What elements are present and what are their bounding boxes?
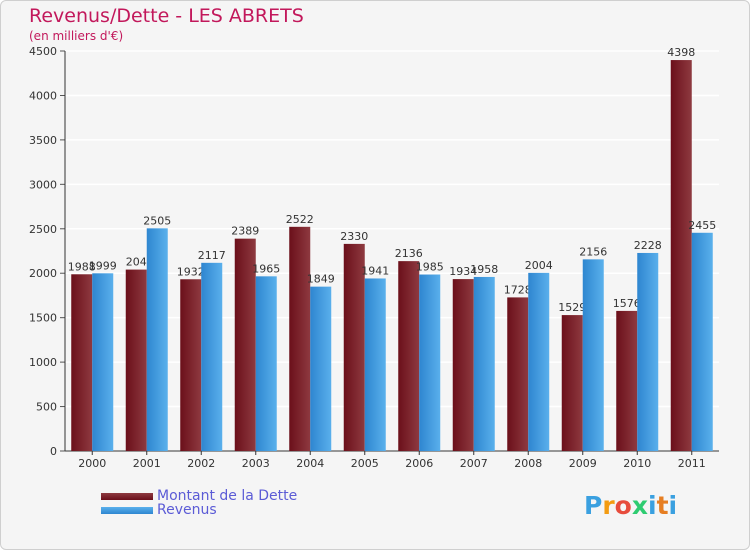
data-label: 1529: [558, 301, 586, 314]
bar-dette: [616, 310, 638, 451]
bar-revenus: [255, 276, 277, 451]
logo-letter: o: [614, 491, 632, 520]
bar-dette: [507, 297, 529, 451]
x-tick-label: 2008: [514, 457, 542, 470]
data-label: 1576: [613, 297, 641, 310]
x-tick-label: 2005: [351, 457, 379, 470]
bar-dette: [125, 269, 147, 451]
data-label: 1728: [504, 283, 532, 296]
legend-swatch-dette: [101, 492, 153, 500]
x-tick-label: 2007: [460, 457, 488, 470]
data-label: 2505: [143, 214, 171, 227]
y-tick-label: 1000: [29, 356, 57, 369]
legend-label-dette: Montant de la Dette: [157, 488, 298, 504]
bar-revenus: [146, 228, 168, 451]
bar-dette: [289, 226, 311, 451]
logo-letter: i: [648, 491, 657, 520]
data-label: 1985: [416, 261, 444, 274]
bar-dette: [452, 279, 474, 451]
bar-revenus: [201, 262, 223, 451]
bar-dette: [234, 238, 256, 451]
x-tick-label: 2006: [405, 457, 433, 470]
y-tick-label: 4500: [29, 45, 57, 58]
data-label: 1934: [449, 265, 477, 278]
x-tick-label: 2002: [187, 457, 215, 470]
data-label: 2136: [395, 247, 423, 260]
bar-revenus: [637, 252, 659, 451]
y-tick-label: 2500: [29, 223, 57, 236]
legend-label-revenus: Revenus: [157, 502, 217, 518]
x-tick-label: 2003: [242, 457, 270, 470]
y-tick-label: 3000: [29, 178, 57, 191]
y-tick-label: 2000: [29, 267, 57, 280]
bar-dette: [561, 315, 583, 451]
chart-subtitle: (en milliers d'€): [29, 29, 124, 43]
proxiti-logo: Proxiti: [584, 491, 677, 520]
data-label: 1932: [177, 265, 205, 278]
bar-revenus: [582, 259, 604, 451]
data-label: 1965: [252, 262, 280, 275]
data-label: 2522: [286, 213, 314, 226]
data-label: 1849: [307, 273, 335, 286]
bar-revenus: [310, 286, 332, 451]
data-label: 204: [126, 256, 147, 269]
data-label: 2228: [634, 239, 662, 252]
data-label: 2330: [340, 230, 368, 243]
bar-revenus: [364, 278, 386, 451]
y-tick-label: 0: [50, 445, 57, 458]
x-tick-label: 2010: [623, 457, 651, 470]
data-label: 4398: [667, 46, 695, 59]
x-tick-label: 2001: [133, 457, 161, 470]
legend-item-dette: Montant de la Dette: [101, 488, 297, 504]
x-tick-label: 2004: [296, 457, 324, 470]
data-label: 1958: [470, 263, 498, 276]
bar-dette: [71, 274, 93, 451]
data-label: 1941: [361, 264, 389, 277]
legend-item-revenus: Revenus: [101, 502, 217, 518]
x-tick-label: 2009: [569, 457, 597, 470]
data-label: 2004: [525, 259, 553, 272]
logo-letter: i: [668, 491, 678, 520]
bar-revenus: [419, 274, 441, 451]
x-tick-label: 2000: [78, 457, 106, 470]
data-label: 2455: [688, 219, 716, 232]
data-label: 2156: [579, 245, 607, 258]
bar-revenus: [528, 272, 550, 451]
legend-swatch-revenus: [101, 506, 153, 514]
data-label: 2117: [198, 249, 226, 262]
bar-dette: [343, 243, 365, 451]
bar-revenus: [691, 232, 713, 451]
data-label: 1999: [89, 259, 117, 272]
bar-dette: [180, 279, 202, 451]
y-tick-label: 1500: [29, 312, 57, 325]
data-label: 1988: [68, 260, 96, 273]
y-tick-label: 500: [36, 401, 57, 414]
logo-letter: r: [602, 491, 615, 520]
bar-revenus: [473, 276, 495, 451]
bar-dette: [398, 261, 420, 451]
bar-dette: [670, 60, 692, 452]
logo-letter: t: [656, 491, 669, 520]
x-tick-label: 2011: [678, 457, 706, 470]
logo-letter: x: [631, 491, 648, 520]
logo-letter: P: [584, 491, 603, 520]
chart-title: Revenus/Dette - LES ABRETS: [29, 5, 304, 27]
y-tick-label: 4000: [29, 89, 57, 102]
plot-background: [65, 51, 719, 451]
data-label: 2389: [231, 225, 259, 238]
y-tick-label: 3500: [29, 134, 57, 147]
bar-revenus: [92, 273, 114, 451]
